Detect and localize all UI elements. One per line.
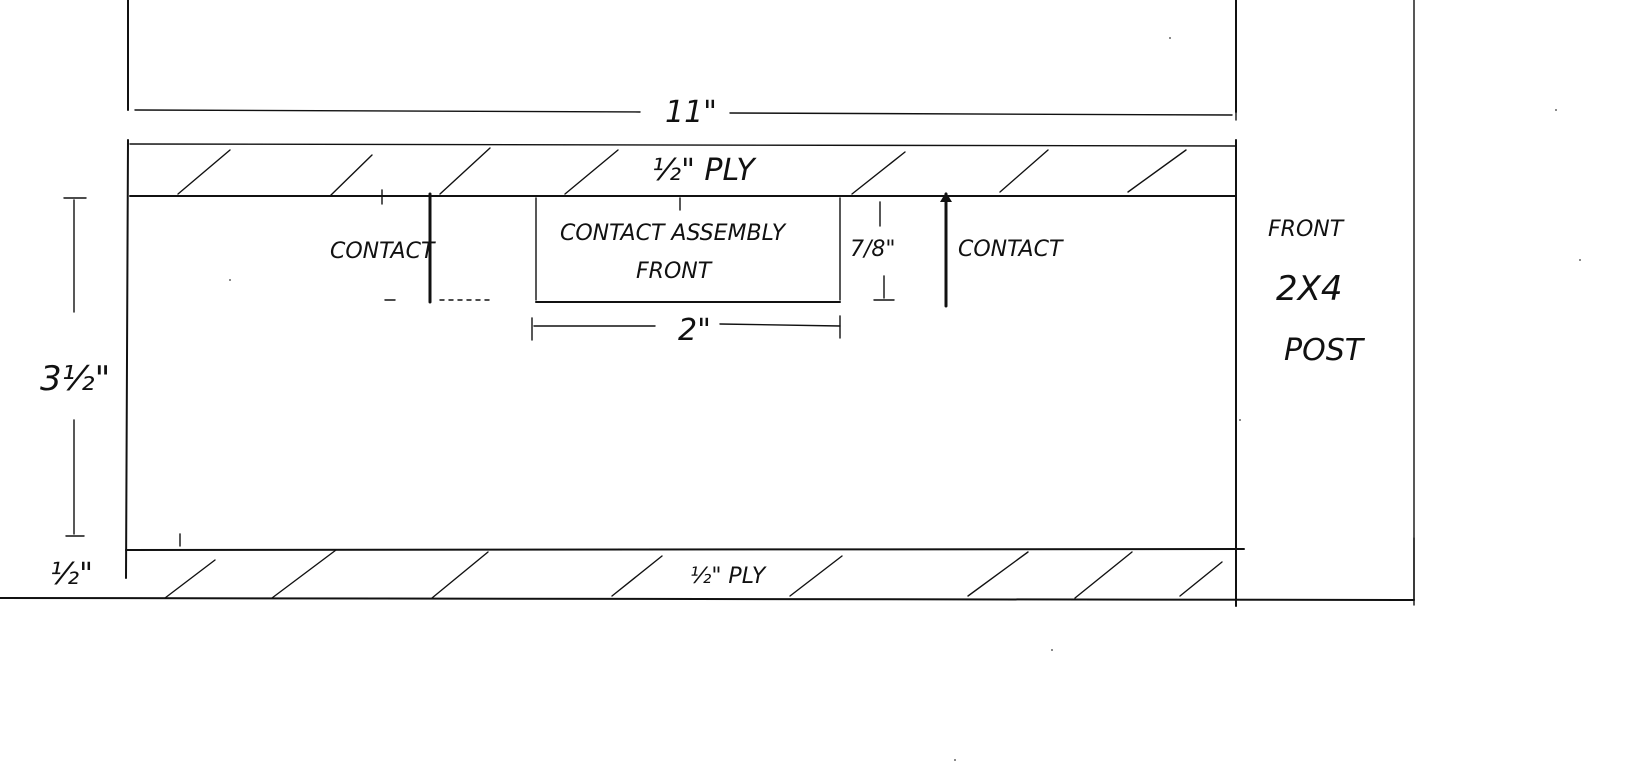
assembly-depth-dimension: 7/8"	[850, 201, 896, 301]
post-label-line3: POST	[1284, 333, 1366, 368]
top-ply-band: ½" PLY	[129, 143, 1237, 197]
post-body	[125, 0, 1415, 607]
assembly-width-label: 2"	[678, 313, 711, 348]
overall-width-label: 11"	[665, 95, 717, 130]
stray-marks	[179, 37, 1581, 761]
post-label-line1: FRONT	[1268, 217, 1345, 242]
overall-width-dimension: 11"	[134, 95, 1237, 130]
right-contact: CONTACT	[940, 192, 1064, 308]
bottom-ply-hatching	[164, 549, 1223, 599]
bottom-ply-band: ½" PLY	[0, 548, 1415, 601]
assembly-width-dimension: 2"	[531, 313, 841, 348]
contact-assembly: CONTACT ASSEMBLY FRONT	[535, 197, 841, 303]
right-contact-label: CONTACT	[958, 237, 1064, 262]
assembly-depth-label: 7/8"	[850, 237, 896, 262]
top-ply-hatching	[177, 147, 1187, 197]
post-label: FRONT 2X4 POST	[1268, 217, 1366, 368]
height-dimension: 3½" ½"	[40, 197, 110, 592]
post-label-line2: 2X4	[1276, 269, 1343, 309]
post-height-label: 3½"	[40, 359, 110, 399]
left-contact-label: CONTACT	[330, 239, 436, 264]
bottom-ply-label: ½" PLY	[690, 564, 767, 589]
assembly-label-line1: CONTACT ASSEMBLY	[560, 221, 787, 246]
assembly-label-line2: FRONT	[636, 259, 713, 284]
left-contact: CONTACT	[330, 189, 491, 304]
top-ply-label: ½" PLY	[652, 153, 757, 188]
bottom-thickness-label: ½"	[50, 557, 93, 592]
right-contact-arrow-icon	[940, 192, 952, 202]
